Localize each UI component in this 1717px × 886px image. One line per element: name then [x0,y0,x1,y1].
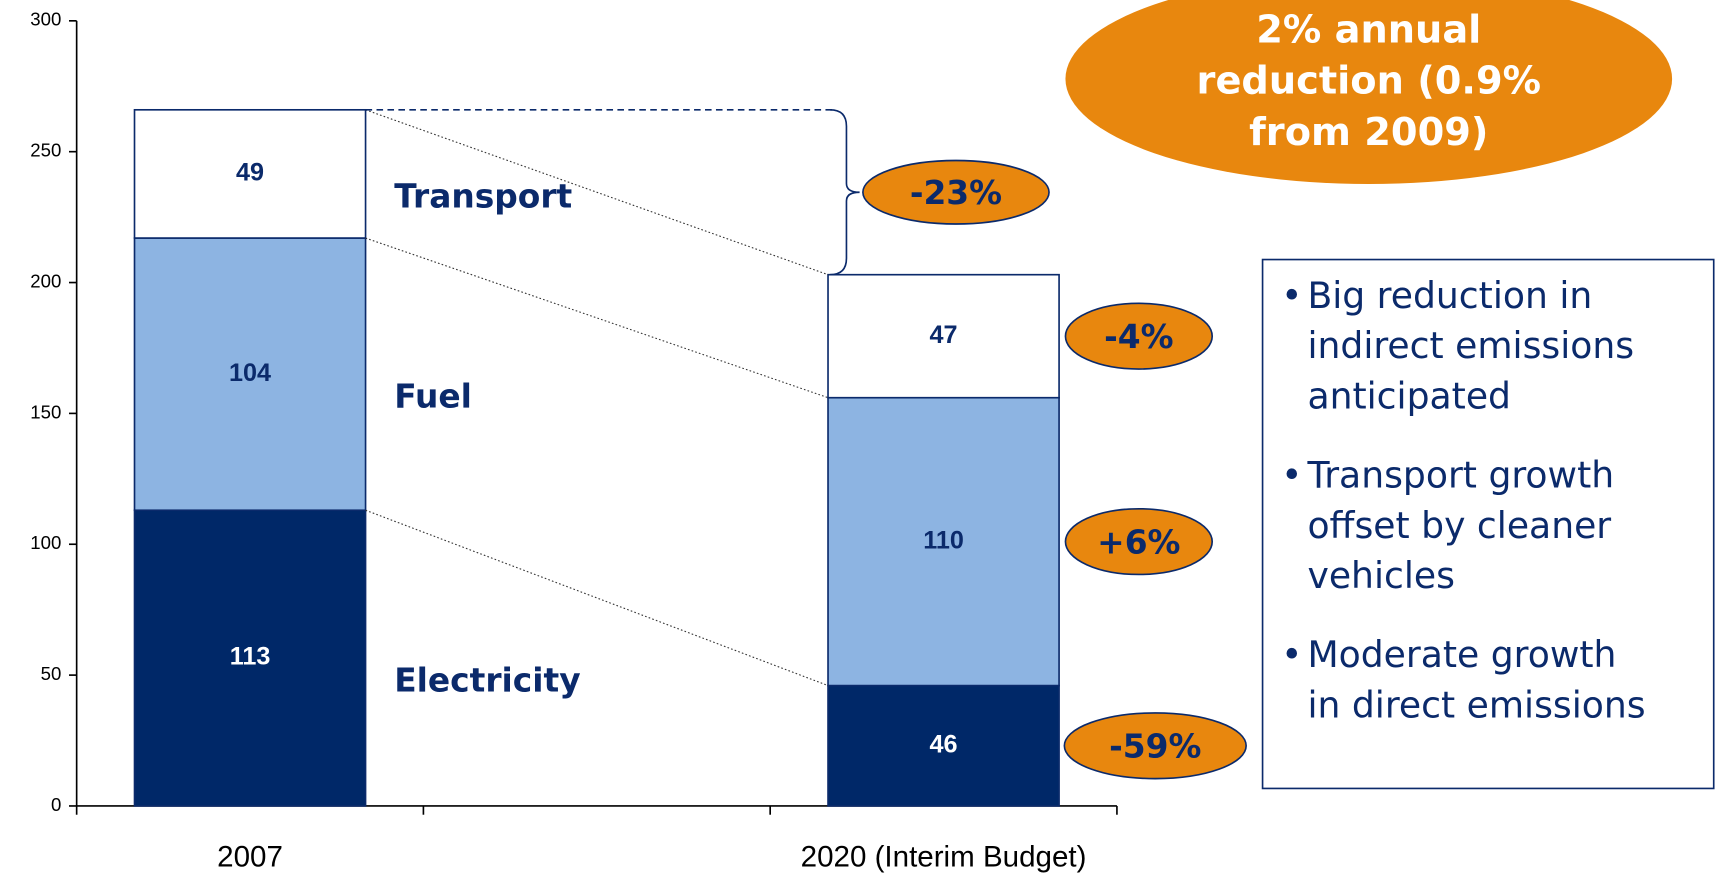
connector [365,109,829,276]
bar-segment [827,396,1060,687]
bullet-text: indirect emissions [1307,324,1634,367]
bar-segment [827,273,1060,399]
bar-segment [133,509,367,807]
y-tick-label: 300 [30,9,61,30]
connector [365,509,829,687]
value-label: 104 [229,359,271,387]
bullet-text: offset by cleaner [1307,504,1611,547]
y-tick-label: 250 [30,140,61,161]
series-label: Transport [394,178,572,216]
callout-text: reduction (0.9% [1197,59,1541,104]
x-tick-label: 2007 [217,840,283,873]
bar-segment [827,684,1060,807]
y-tick-label: 200 [30,270,61,291]
bullet-text: Moderate growth [1307,633,1616,676]
bullet-dot: • [1281,274,1302,317]
change-badge [1063,712,1247,780]
callout-text: 2% annual [1256,7,1481,52]
change-badge [1064,302,1214,370]
value-label: 113 [230,643,271,671]
brace [830,108,860,276]
series-label: Electricity [394,662,580,700]
change-label: -4% [1104,318,1173,356]
value-label: 49 [236,159,264,187]
y-tick-label: 50 [41,663,62,684]
bullet-text: in direct emissions [1307,683,1645,726]
y-tick-label: 100 [30,532,61,553]
change-badge [1064,507,1214,576]
change-label: -59% [1109,727,1201,765]
bullet-text: anticipated [1307,375,1511,418]
bullet-dot: • [1281,453,1302,496]
bar-segment [133,108,367,239]
change-badge [862,159,1050,225]
value-label: 110 [923,526,964,554]
bullet-text: vehicles [1307,554,1454,597]
callout-text: from 2009) [1249,110,1488,155]
callout-bubble [1065,0,1673,184]
value-label: 46 [930,730,958,758]
bullet-text: Big reduction in [1307,274,1592,317]
bullet-box [1261,258,1715,790]
x-tick-label: 2020 (Interim Budget) [801,840,1087,873]
change-label: +6% [1097,523,1180,561]
y-tick-label: 0 [51,794,61,815]
bullet-text: Transport growth [1306,453,1614,496]
series-label: Fuel [394,378,472,416]
value-label: 47 [930,321,958,349]
change-label: -23% [910,174,1002,212]
bullet-dot: • [1281,633,1302,676]
connector [365,237,829,399]
bar-segment [133,237,367,512]
y-tick-label: 150 [30,401,61,422]
